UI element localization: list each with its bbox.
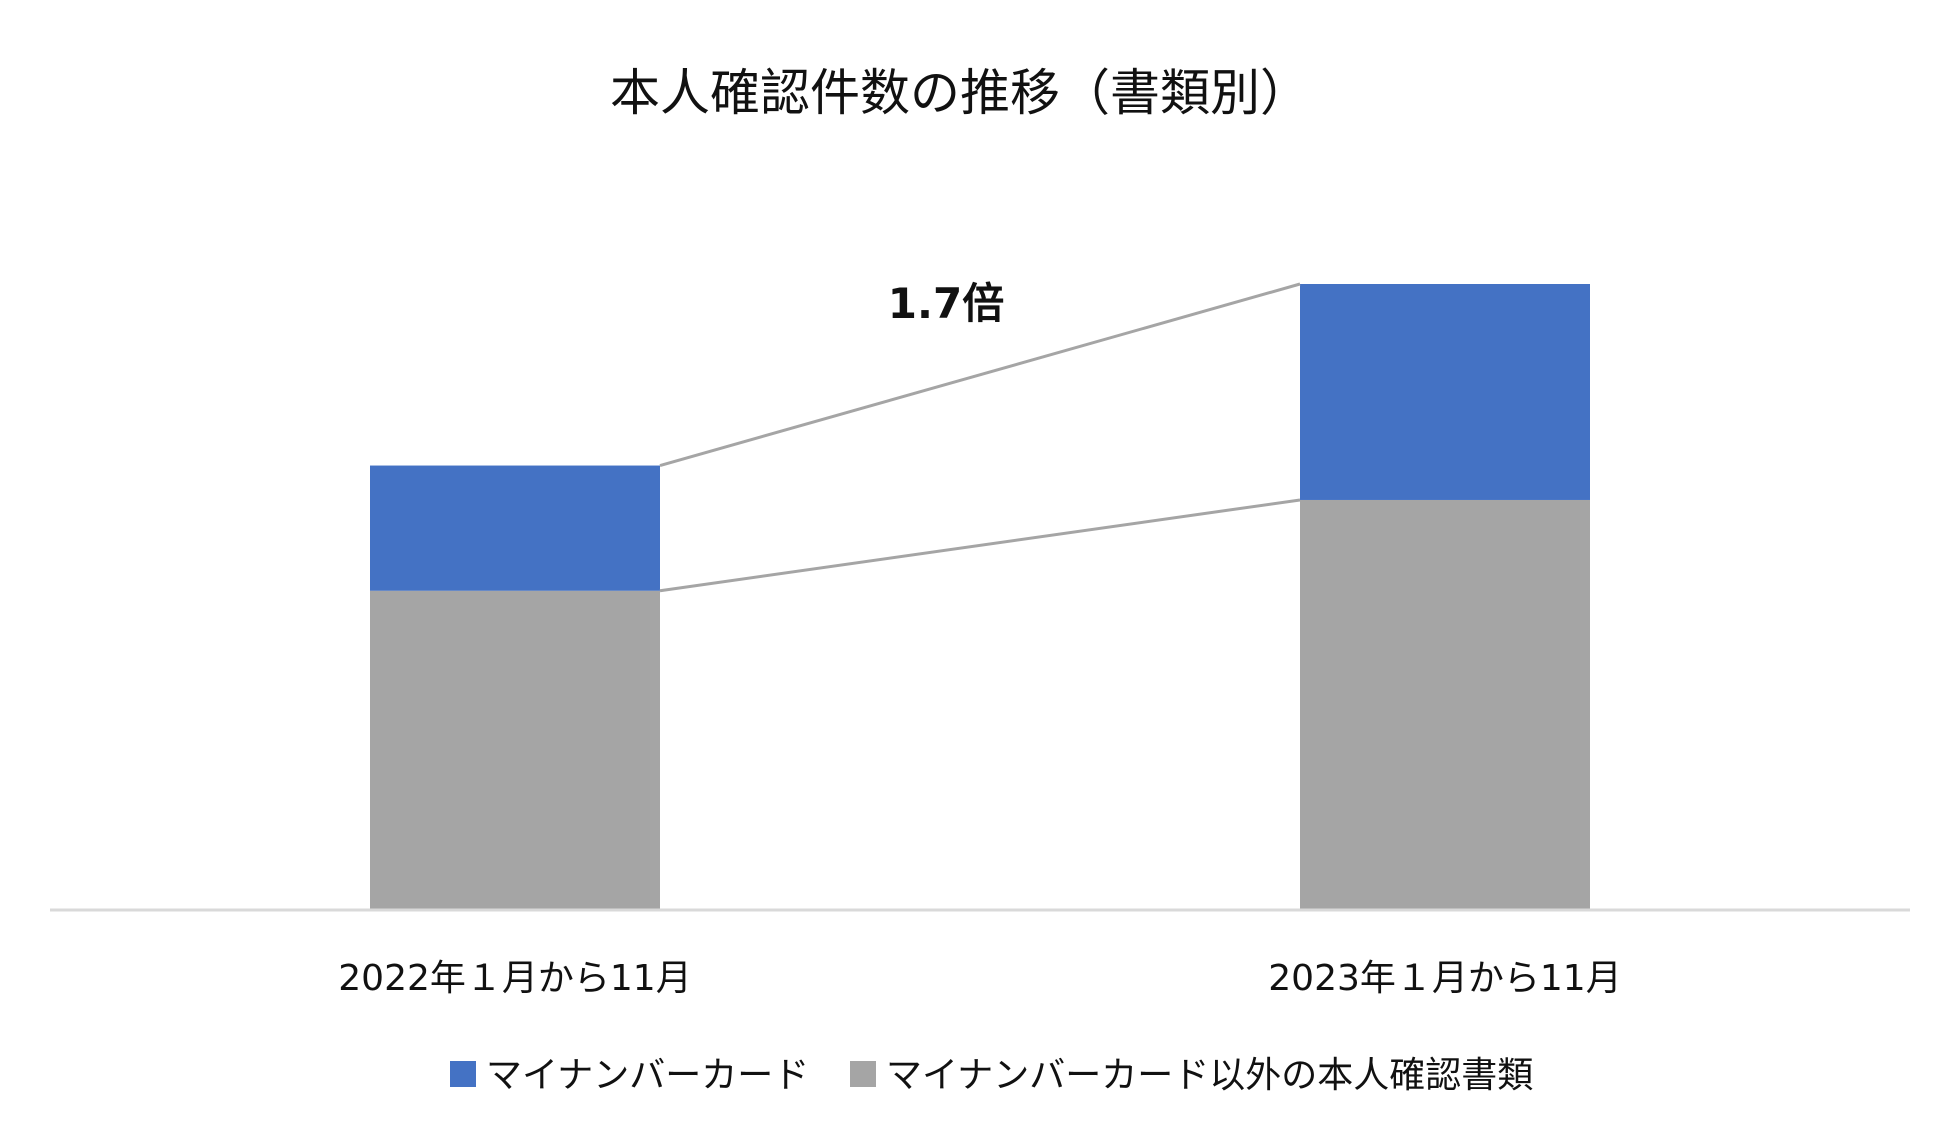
legend-swatch-1 (450, 1061, 476, 1087)
category-labels: 2022年１月から11月 2023年１月から11月 (338, 958, 1621, 999)
ratio-annotation: 1.7倍 (888, 279, 1004, 328)
bars-group (370, 284, 1590, 910)
connector-line-other-docs (659, 498, 1301, 593)
bar-segment-mynumber-1 (370, 465, 660, 591)
category-label-2: 2023年１月から11月 (1268, 958, 1621, 999)
legend: マイナンバーカード マイナンバーカード以外の本人確認書類 (450, 1055, 1533, 1096)
legend-swatch-2 (850, 1061, 876, 1087)
bar-segment-other-docs-2 (1300, 499, 1590, 910)
legend-label-1: マイナンバーカード (486, 1055, 809, 1096)
bar-segment-other-docs-1 (370, 590, 660, 910)
bar-segment-mynumber-2 (1300, 284, 1590, 500)
legend-label-2: マイナンバーカード以外の本人確認書類 (886, 1055, 1533, 1096)
connector-lines (659, 282, 1301, 593)
category-label-1: 2022年１月から11月 (338, 958, 691, 999)
connector-line-total (659, 282, 1301, 467)
chart-title: 本人確認件数の推移（書類別） (610, 64, 1310, 122)
